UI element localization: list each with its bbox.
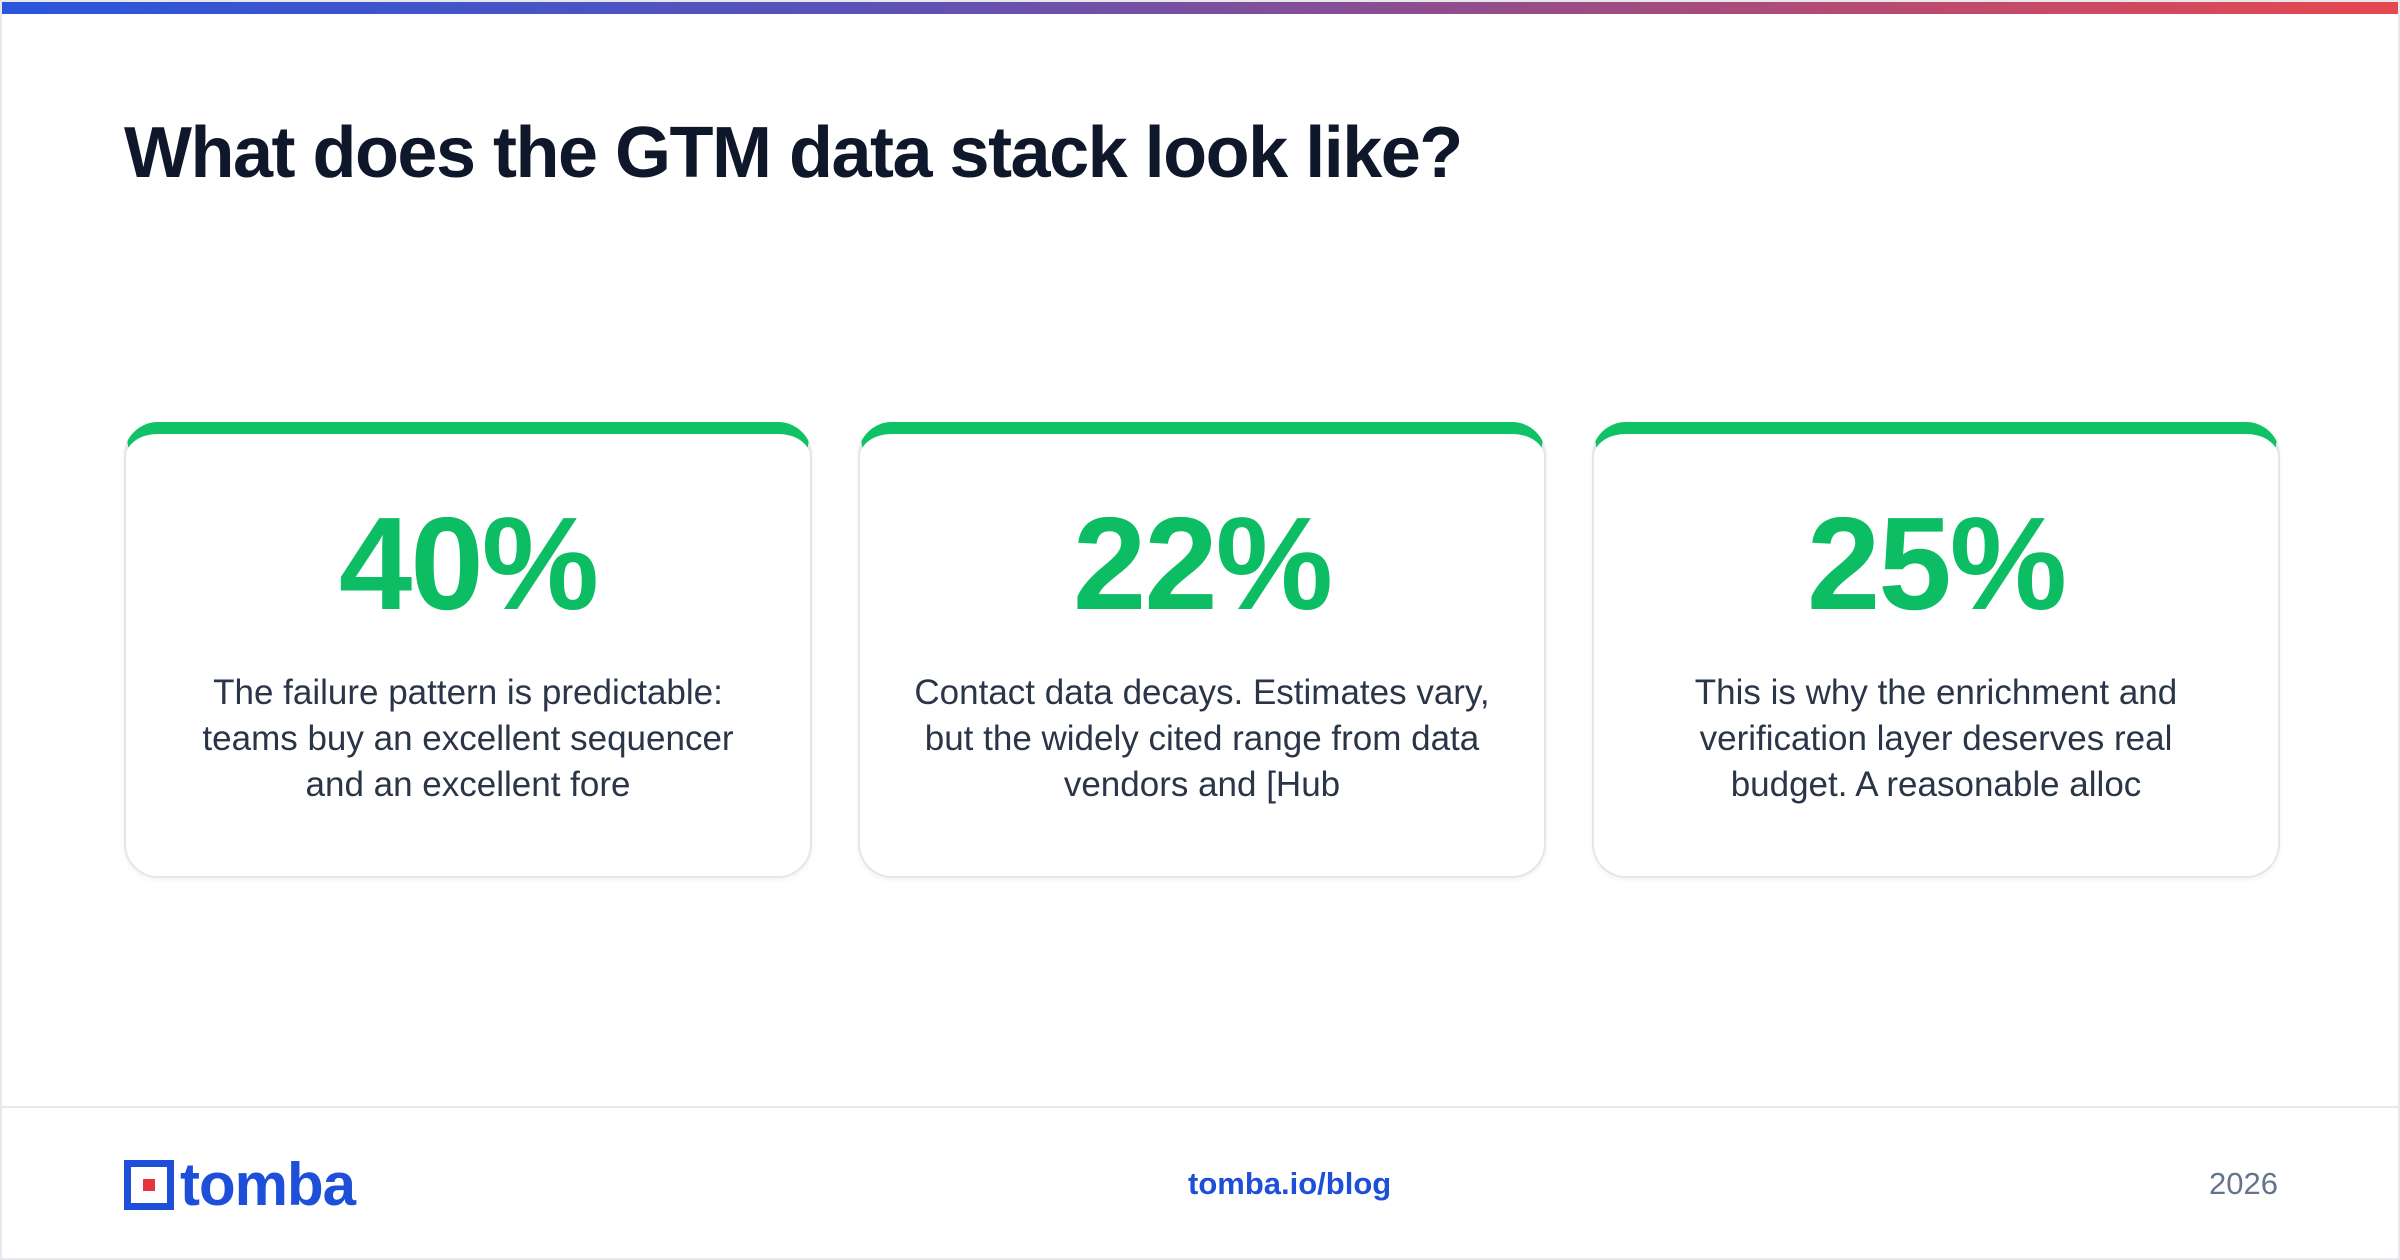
- stat-description: Contact data decays. Estimates vary, but…: [914, 673, 1490, 804]
- stat-description: The failure pattern is predictable: team…: [202, 673, 734, 804]
- stat-value: 40%: [338, 490, 599, 637]
- stat-card: 25% This is why the enrichment and verif…: [1592, 422, 2280, 878]
- footer-divider: [2, 1106, 2398, 1108]
- tomba-logo-icon: [124, 1160, 174, 1210]
- top-gradient-bar: [2, 2, 2398, 14]
- logo-wordmark: tomba: [180, 1151, 356, 1218]
- page-title: What does the GTM data stack look like?: [124, 113, 1463, 193]
- stat-value: 25%: [1806, 490, 2067, 637]
- stat-card: 40% The failure pattern is predictable: …: [124, 422, 812, 878]
- stat-description: This is why the enrichment and verificat…: [1694, 673, 2178, 804]
- tomba-logo: tomba: [124, 1151, 356, 1218]
- blog-link[interactable]: tomba.io/blog: [1188, 1166, 1392, 1201]
- footer-year: 2026: [2209, 1166, 2278, 1201]
- stat-card: 22% Contact data decays. Estimates vary,…: [858, 422, 1546, 878]
- stat-cards: 40% The failure pattern is predictable: …: [124, 422, 2280, 878]
- stat-value: 22%: [1072, 490, 1333, 637]
